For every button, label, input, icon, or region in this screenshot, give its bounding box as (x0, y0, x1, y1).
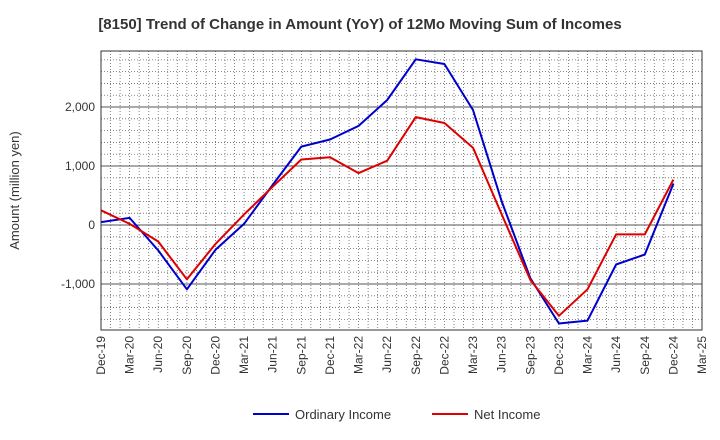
x-tick-label: Mar-25 (695, 336, 709, 374)
x-tick-label: Mar-22 (352, 336, 366, 374)
plot-border (100, 50, 703, 331)
x-tick-label: Dec-21 (323, 336, 337, 375)
x-tick-label: Jun-21 (266, 336, 280, 373)
legend-label: Net Income (474, 407, 540, 422)
series-line-ordinary-income (100, 58, 675, 325)
x-tick-label: Dec-24 (666, 336, 680, 375)
x-tick-label: Dec-19 (94, 336, 108, 375)
x-tick-label: Dec-23 (552, 336, 566, 375)
x-tick-label: Sep-21 (294, 336, 308, 375)
x-tick-label: Mar-23 (466, 336, 480, 374)
x-tick-label: Jun-20 (151, 336, 165, 373)
axes: 2,000 1,000 0 -1,000 Amount (million yen) Dec… (7, 50, 709, 375)
x-tick-label: Mar-21 (237, 336, 251, 374)
series-line-net-income (100, 116, 675, 317)
y-tick-label: 0 (88, 218, 95, 232)
x-tick-label: Sep-20 (180, 336, 194, 375)
x-tick-label: Jun-24 (609, 336, 623, 373)
chart-title: [8150] Trend of Change in Amount (YoY) o… (98, 16, 622, 33)
y-tick-label: -1,000 (61, 277, 95, 291)
x-tick-label: Dec-20 (208, 336, 222, 375)
grid-lines (100, 51, 703, 330)
series-lines (100, 58, 675, 325)
x-tick-label: Mar-24 (581, 336, 595, 374)
x-tick-label: Dec-22 (437, 336, 451, 375)
x-tick-label: Jun-22 (380, 336, 394, 373)
legend: Ordinary Income Net Income (253, 407, 540, 422)
y-axis-title: Amount (million yen) (7, 131, 22, 250)
y-tick-label: 1,000 (65, 159, 95, 173)
x-tick-label: Sep-22 (409, 336, 423, 375)
y-tick-label: 2,000 (65, 100, 95, 114)
x-tick-label: Sep-23 (523, 336, 537, 375)
x-tick-label: Mar-20 (123, 336, 137, 374)
x-tick-label: Jun-23 (495, 336, 509, 373)
legend-label: Ordinary Income (295, 407, 391, 422)
x-tick-label: Sep-24 (638, 336, 652, 375)
